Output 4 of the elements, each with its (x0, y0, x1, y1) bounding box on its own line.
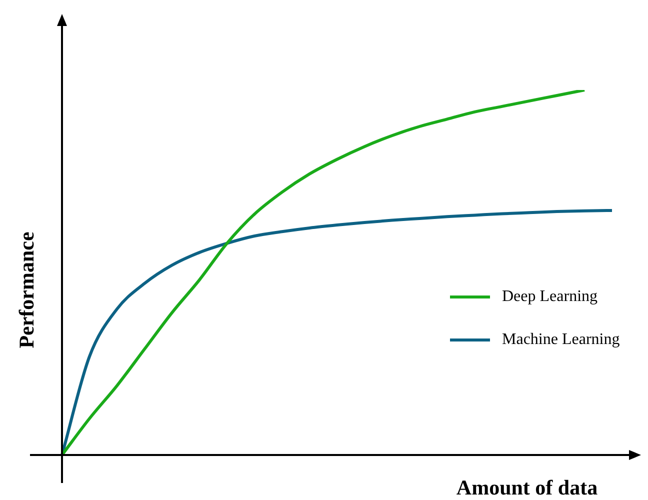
y-axis-title: Performance (14, 232, 38, 348)
x-axis-title: Amount of data (456, 475, 598, 500)
legend-label: Machine Learning (502, 331, 620, 348)
legend-label: Deep Learning (502, 288, 598, 306)
